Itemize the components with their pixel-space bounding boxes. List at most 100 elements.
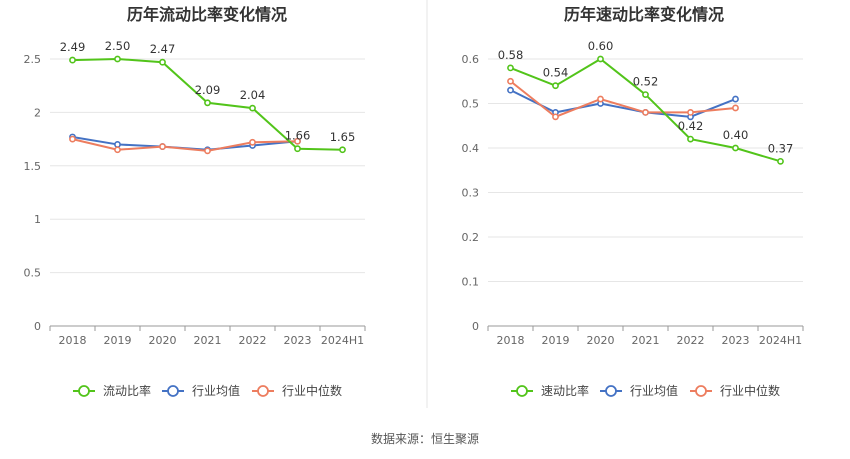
x-tick-label: 2018 [497,334,525,347]
industry-median-series [69,135,301,155]
data-point[interactable] [159,143,166,150]
x-tick-label: 2020 [587,334,615,347]
data-label: 0.40 [723,128,749,142]
x-tick-label: 2023 [284,334,312,347]
legend-swatch-marker [257,385,269,397]
legend-industry-median[interactable]: 行业中位数 [690,383,780,398]
y-tick-label: 0 [472,320,479,333]
x-tick-label: 2019 [104,334,132,347]
data-point[interactable] [732,95,739,103]
data-label: 0.54 [543,66,569,80]
legend-industry-average[interactable]: 行业均值 [162,383,240,398]
series-line [509,80,736,118]
x-tick-label: 2022 [239,334,267,347]
x-tick-label: 2024H1 [321,334,364,347]
data-label: 0.37 [768,141,794,155]
x-tick-label: 2022 [677,334,705,347]
legend-swatch-marker [605,385,617,397]
data-point[interactable] [69,56,76,64]
y-tick-label: 0.4 [462,142,480,155]
legend-label: 行业中位数 [720,383,780,398]
x-tick-label: 2023 [722,334,750,347]
y-tick-label: 0.2 [462,231,480,244]
x-tick-label: 2021 [632,334,660,347]
data-point[interactable] [732,104,739,112]
data-point[interactable] [687,135,694,143]
current-ratio-chart: 历年流动比率变化情况 0 0.5 1 1.5 2 2.5 2018 2019 2020 2021 20… [24,5,366,398]
legend-main[interactable]: 速动比率 [511,383,589,398]
data-label: 0.42 [678,119,704,133]
main-series: 0.58 0.54 0.60 0.52 0.42 0.40 0.37 [498,39,794,165]
series-line [510,89,736,118]
y-tick-label: 2.5 [24,53,42,66]
legend-swatch-marker [695,385,707,397]
data-point[interactable] [507,64,514,72]
data-point[interactable] [732,144,739,152]
x-tick-label: 2021 [194,334,222,347]
data-point[interactable] [597,55,604,63]
legend-label: 行业均值 [630,383,678,398]
legend-main[interactable]: 流动比率 [73,383,151,398]
data-point[interactable] [597,95,604,103]
legend-swatch-marker [78,385,90,397]
main-series: 2.49 2.50 2.47 2.09 2.04 1.66 1.65 [60,39,355,154]
legend-swatch-marker [167,385,179,397]
quick-ratio-chart: 历年速动比率变化情况 0 0.1 0.2 0.3 0.4 0.5 0.6 2018 2019 202… [462,5,804,398]
data-point[interactable] [159,58,166,66]
data-point[interactable] [69,135,76,143]
data-label: 2.47 [150,42,176,56]
y-tick-label: 1.5 [24,160,42,173]
data-point[interactable] [294,145,301,153]
legend-label: 行业中位数 [282,383,342,398]
y-tick-label: 2 [34,106,41,119]
legend-swatch-marker [516,385,528,397]
series-line [72,138,298,152]
data-label: 2.50 [105,39,131,53]
data-point[interactable] [249,104,256,112]
data-point[interactable] [687,109,694,116]
data-label: 0.52 [633,75,659,89]
legend-label: 流动比率 [103,383,151,398]
data-point[interactable] [114,141,121,148]
chart-title: 历年速动比率变化情况 [564,5,724,24]
x-tick-label: 2018 [59,334,87,347]
data-point[interactable] [294,137,301,145]
y-tick-label: 0.5 [462,98,480,111]
x-tick-label: 2019 [542,334,570,347]
data-point[interactable] [204,147,211,155]
data-point[interactable] [114,146,121,154]
data-label: 2.04 [240,88,266,102]
data-point[interactable] [777,157,784,165]
data-label: 0.60 [588,39,614,53]
x-tick-label: 2024H1 [759,334,802,347]
data-point[interactable] [204,99,211,107]
data-point[interactable] [552,113,559,121]
legend-industry-average[interactable]: 行业均值 [600,383,678,398]
source-footnote: 数据来源：恒生聚源 [370,432,479,446]
legend-label: 速动比率 [541,383,589,398]
industry-median-series [507,77,739,121]
legend-label: 行业均值 [192,383,240,398]
y-tick-label: 0.6 [462,53,480,66]
y-tick-label: 1 [34,213,41,226]
chart-title: 历年流动比率变化情况 [127,5,287,24]
data-point[interactable] [339,146,346,154]
data-label: 1.66 [285,129,311,143]
x-tick-label: 2020 [149,334,177,347]
data-point[interactable] [642,91,649,98]
data-label: 2.49 [60,40,86,54]
y-tick-label: 0.5 [24,267,42,280]
data-point[interactable] [642,109,649,116]
y-tick-label: 0.3 [462,187,480,200]
data-label: 0.58 [498,48,524,62]
y-tick-label: 0 [34,320,41,333]
data-label: 2.09 [195,83,221,97]
legend-industry-median[interactable]: 行业中位数 [252,383,342,398]
data-point[interactable] [507,86,514,94]
data-point[interactable] [249,138,256,146]
data-point[interactable] [507,77,514,85]
y-tick-label: 0.1 [462,276,480,289]
data-point[interactable] [114,55,121,63]
data-point[interactable] [552,82,559,90]
